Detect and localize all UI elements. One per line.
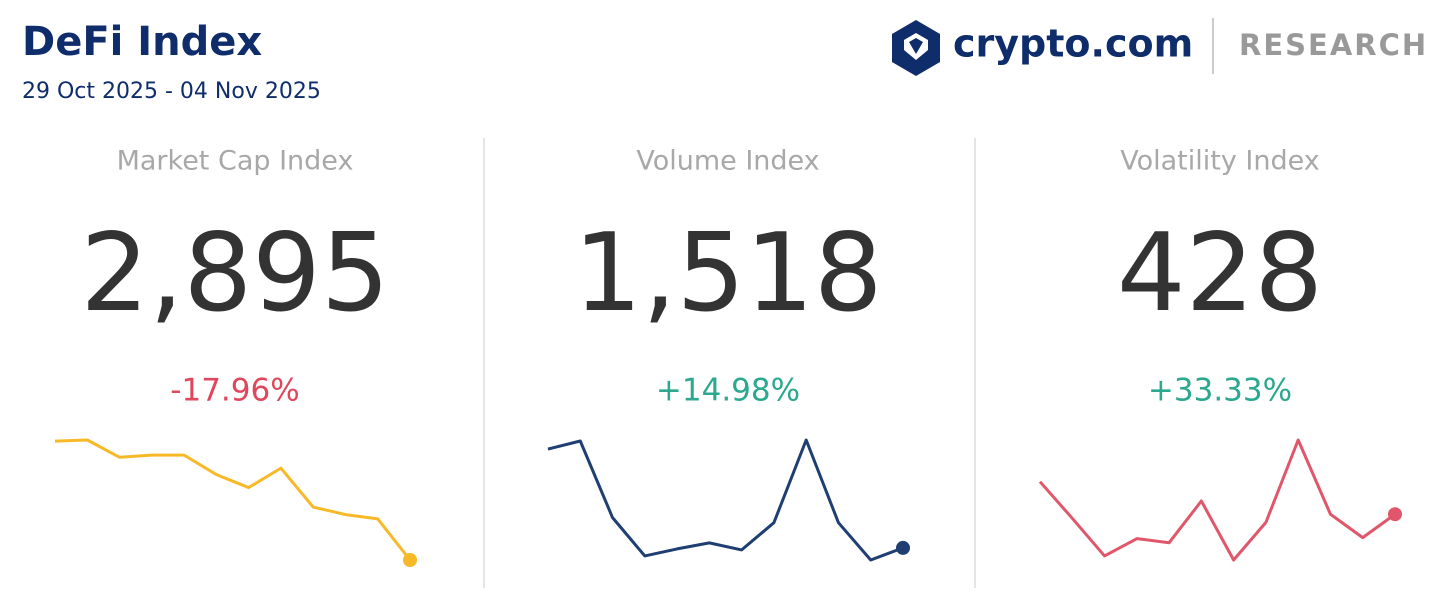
- panel-title: Volume Index: [636, 146, 819, 177]
- date-range: 29 Oct 2025 - 04 Nov 2025: [22, 79, 321, 104]
- change: +33.33%: [1148, 373, 1292, 409]
- index-value: 1,518: [573, 211, 882, 336]
- change: -17.96%: [170, 373, 299, 409]
- panel-title: Volatility Index: [1120, 146, 1320, 177]
- sparkline-end-dot: [1388, 507, 1402, 522]
- index-value: 428: [1117, 211, 1323, 336]
- sparkline: [1038, 438, 1396, 562]
- sparkline-end-dot: [896, 540, 910, 555]
- sparkline-end-dot: [403, 553, 417, 567]
- brand: crypto.com: [953, 22, 1193, 66]
- sparkline: [547, 438, 904, 562]
- title: DeFi Index: [22, 19, 262, 65]
- change: +14.98%: [656, 373, 800, 409]
- section: RESEARCH: [1239, 28, 1428, 62]
- index-value: 2,895: [80, 211, 389, 336]
- panel-title: Market Cap Index: [117, 146, 354, 177]
- logo-icon: [892, 20, 940, 76]
- sparkline: [54, 438, 412, 561]
